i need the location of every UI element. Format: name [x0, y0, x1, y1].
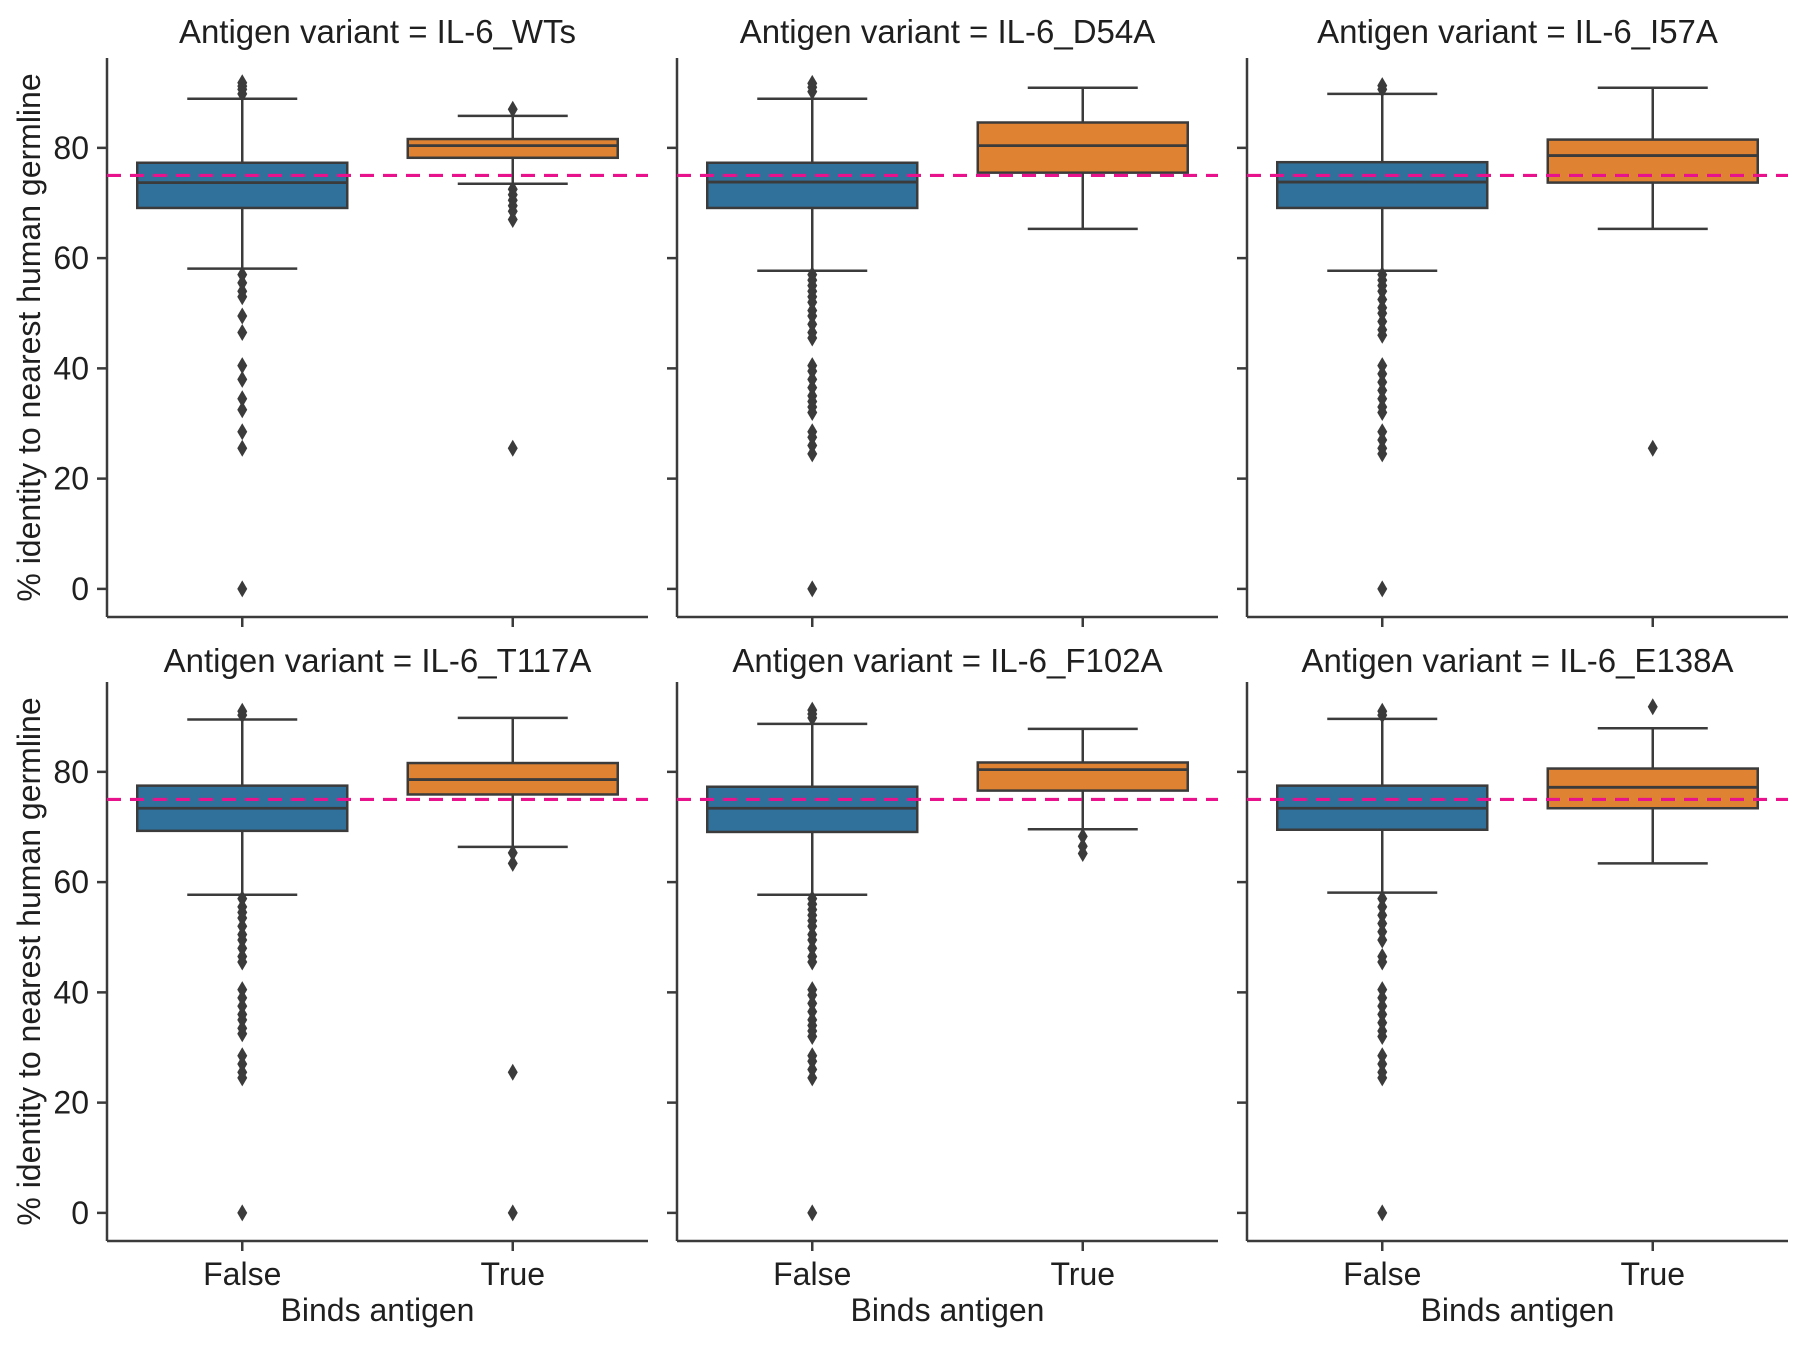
- facet: Antigen variant = IL-6_D54A: [667, 13, 1218, 627]
- outlier-flier: [1077, 827, 1088, 845]
- outlier-flier: [1377, 580, 1388, 598]
- outlier-flier: [1377, 1069, 1388, 1087]
- outlier-flier: [1377, 1027, 1388, 1045]
- outlier-flier: [1647, 439, 1658, 457]
- y-axis-label: % identity to nearest human germline: [11, 73, 47, 601]
- outlier-flier: [1077, 844, 1088, 862]
- box-true: [976, 761, 1189, 792]
- y-tick-label: 0: [71, 1195, 89, 1231]
- facet-title: Antigen variant = IL-6_F102A: [732, 642, 1162, 679]
- x-axis-label: Binds antigen: [281, 1292, 475, 1328]
- y-tick-label: 80: [53, 754, 89, 790]
- facet: Antigen variant = IL-6_E138A False TrueBin…: [1237, 642, 1788, 1328]
- facet-title: Antigen variant = IL-6_WTs: [179, 13, 576, 50]
- y-tick-label: 60: [53, 864, 89, 900]
- y-tick-label: 20: [53, 1085, 89, 1121]
- outlier-flier: [1377, 953, 1388, 971]
- outlier-flier: [237, 324, 248, 342]
- outlier-flier: [1377, 1204, 1388, 1222]
- y-tick-label: 60: [53, 240, 89, 276]
- outlier-flier: [237, 439, 248, 457]
- facet-title: Antigen variant = IL-6_D54A: [740, 13, 1156, 50]
- outlier-flier: [807, 1069, 818, 1087]
- outlier-flier: [807, 953, 818, 971]
- outlier-flier: [237, 1025, 248, 1043]
- x-axis-label: Binds antigen: [1421, 1292, 1615, 1328]
- outlier-flier: [507, 1063, 518, 1081]
- facet-title: Antigen variant = IL-6_E138A: [1301, 642, 1733, 679]
- x-tick-label: False: [773, 1256, 851, 1292]
- outlier-flier: [237, 580, 248, 598]
- outlier-flier: [1377, 445, 1388, 463]
- outlier-flier: [237, 370, 248, 388]
- facet-title: Antigen variant = IL-6_T117A: [164, 642, 592, 679]
- outlier-flier: [807, 709, 818, 727]
- box-false: [706, 161, 919, 210]
- outlier-flier: [237, 953, 248, 971]
- outlier-flier: [1377, 931, 1388, 949]
- box-false: [136, 161, 349, 210]
- outlier-flier: [807, 403, 818, 421]
- outlier-flier: [237, 288, 248, 306]
- x-axis-label: Binds antigen: [851, 1292, 1045, 1328]
- facet: Antigen variant = IL-6_F102A False TrueBin…: [667, 642, 1218, 1328]
- facet: Antigen variant = IL-6_T117A 0 20 40 60 80 Fal…: [11, 642, 648, 1328]
- outlier-flier: [507, 100, 518, 118]
- outlier-flier: [237, 85, 248, 103]
- outlier-flier: [237, 423, 248, 441]
- outlier-flier: [807, 329, 818, 347]
- outlier-flier: [1377, 403, 1388, 421]
- x-tick-label: True: [480, 1256, 545, 1292]
- x-tick-label: False: [203, 1256, 281, 1292]
- outlier-flier: [1647, 698, 1658, 716]
- outlier-flier: [1377, 326, 1388, 344]
- x-tick-label: True: [1620, 1256, 1685, 1292]
- x-tick-label: False: [1343, 1256, 1421, 1292]
- outlier-flier: [237, 1069, 248, 1087]
- outlier-flier: [237, 357, 248, 375]
- y-tick-label: 40: [53, 350, 89, 386]
- outlier-flier: [507, 211, 518, 229]
- outlier-flier: [807, 445, 818, 463]
- outlier-flier: [807, 83, 818, 101]
- y-tick-label: 0: [71, 571, 89, 607]
- outlier-flier: [807, 1204, 818, 1222]
- outlier-flier: [1377, 706, 1388, 724]
- facet: Antigen variant = IL-6_I57A: [1237, 13, 1788, 627]
- outlier-flier: [507, 1204, 518, 1222]
- y-tick-label: 80: [53, 130, 89, 166]
- facet: Antigen variant = IL-6_WTs 0 20 40 60 80% ide…: [11, 13, 648, 627]
- outlier-flier: [1377, 80, 1388, 98]
- box-false: [1276, 160, 1489, 210]
- outlier-flier: [237, 401, 248, 419]
- box-true: [406, 137, 619, 160]
- outlier-flier: [807, 580, 818, 598]
- box-true: [976, 121, 1189, 174]
- outlier-flier: [237, 706, 248, 724]
- outlier-flier: [507, 854, 518, 872]
- facet-title: Antigen variant = IL-6_I57A: [1317, 13, 1718, 50]
- outlier-flier: [507, 844, 518, 862]
- y-tick-label: 20: [53, 461, 89, 497]
- outlier-flier: [237, 390, 248, 408]
- y-tick-label: 40: [53, 974, 89, 1010]
- outlier-flier: [507, 439, 518, 457]
- outlier-flier: [807, 1027, 818, 1045]
- y-axis-label: % identity to nearest human germline: [11, 697, 47, 1225]
- outlier-flier: [237, 307, 248, 325]
- box-true: [1546, 138, 1759, 184]
- outlier-flier: [237, 1204, 248, 1222]
- x-tick-label: True: [1050, 1256, 1115, 1292]
